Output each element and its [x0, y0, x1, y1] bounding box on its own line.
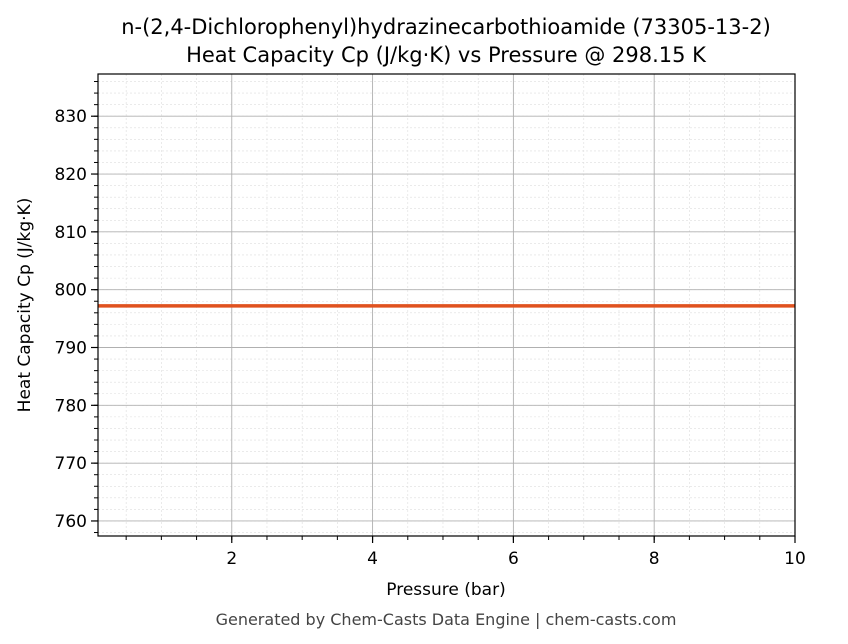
major-grid — [98, 74, 796, 536]
y-tick-label: 830 — [55, 107, 87, 127]
x-tick-label: 6 — [508, 549, 519, 569]
y-tick-label: 820 — [55, 165, 87, 185]
y-tick-label: 770 — [55, 454, 87, 474]
y-tick-label: 760 — [55, 512, 87, 532]
y-tick-label: 810 — [55, 223, 87, 243]
x-tick-label: 4 — [367, 549, 378, 569]
y-tick-label: 800 — [55, 281, 87, 301]
chart-title: n-(2,4-Dichlorophenyl)hydrazinecarbothio… — [121, 15, 771, 39]
footer-text: Generated by Chem-Casts Data Engine | ch… — [216, 610, 677, 629]
x-tick-label: 2 — [226, 549, 237, 569]
y-tick-label: 790 — [55, 338, 87, 358]
x-tick-label: 10 — [784, 549, 806, 569]
chart-subtitle: Heat Capacity Cp (J/kg·K) vs Pressure @ … — [186, 43, 707, 67]
x-tick-label: 8 — [649, 549, 660, 569]
y-axis-label: Heat Capacity Cp (J/kg·K) — [15, 198, 35, 413]
y-tick-label: 780 — [55, 396, 87, 416]
x-axis-label: Pressure (bar) — [386, 580, 505, 600]
plot-frame — [97, 73, 796, 537]
